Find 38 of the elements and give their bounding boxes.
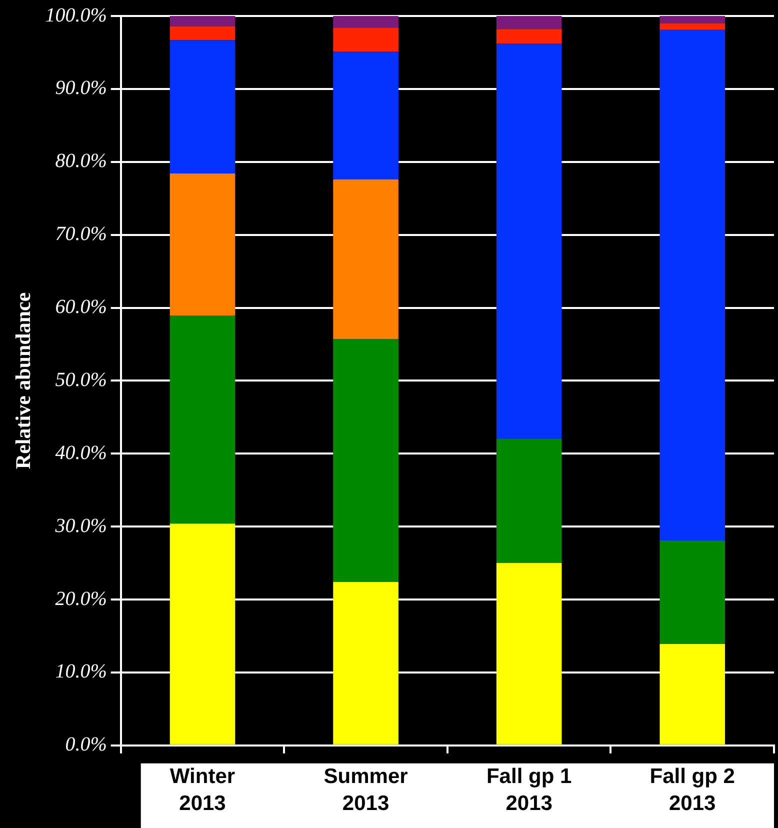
y-tick-label: 10.0%: [55, 660, 107, 683]
y-tick-label: 30.0%: [54, 514, 107, 537]
bar: [333, 16, 398, 28]
y-tick-label: 80.0%: [55, 150, 107, 172]
bar: [333, 28, 398, 52]
bar: [333, 339, 398, 582]
bar: [496, 29, 562, 44]
bar: [170, 524, 236, 744]
bar: [170, 174, 236, 316]
y-tick-label: 90.0%: [55, 77, 107, 100]
bar: [170, 316, 236, 524]
y-tick-label: 70.0%: [55, 223, 107, 246]
y-tick-label: 40.0%: [55, 442, 107, 464]
x-tick-label: Fall gp 2 2013: [650, 764, 735, 816]
bar: [333, 582, 398, 744]
bar: [496, 439, 562, 564]
bar: [333, 179, 398, 340]
bar: [496, 563, 562, 744]
bar: [170, 16, 236, 26]
bar: [660, 23, 726, 30]
bar: [496, 44, 562, 440]
bar: [660, 540, 726, 644]
y-tick-label: 0.0%: [65, 734, 107, 756]
y-axis-title: Relative abundance: [11, 292, 36, 470]
y-tick-label: 60.0%: [55, 296, 107, 318]
bar: [496, 16, 562, 30]
y-tick-label: 50.0%: [55, 368, 107, 391]
bar: [333, 52, 398, 180]
bar: [170, 26, 236, 40]
x-tick-label: Summer 2013: [324, 764, 408, 816]
x-tick-label: Fall gp 1 2013: [486, 764, 572, 816]
y-tick-label: 20.0%: [55, 588, 107, 610]
x-tick-label: Winter 2013: [170, 764, 236, 816]
bar: [170, 40, 236, 174]
bar: [660, 16, 726, 24]
bar: [660, 30, 726, 540]
bar: [660, 644, 726, 744]
y-tick-label: 100.0%: [45, 4, 107, 26]
